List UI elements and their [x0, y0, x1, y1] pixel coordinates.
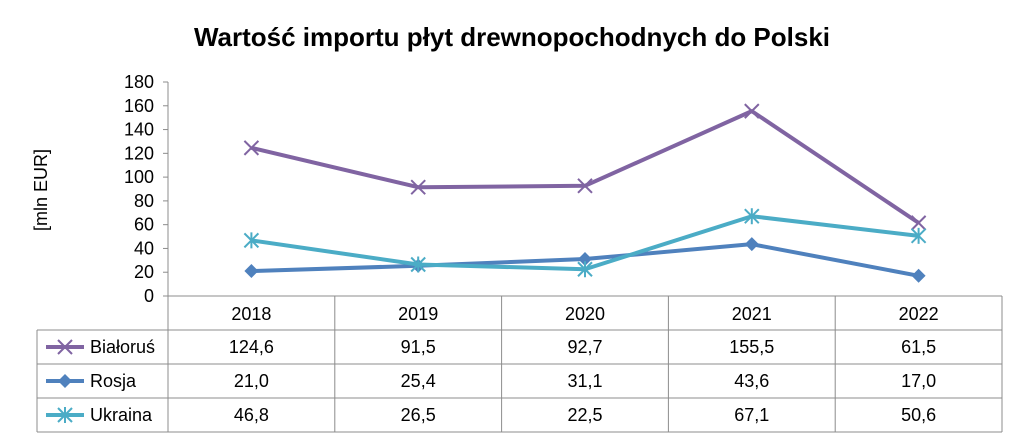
axes: 0 20 40 60 80 100 120 140 160 180 [124, 72, 169, 306]
data-label: 26,5 [401, 405, 436, 425]
series-Ukraina [243, 208, 927, 278]
series-Białoruś [243, 103, 927, 231]
data-table: 2018 2019 2020 2021 2022 Białoruś 124,6 91,5 92,… [36, 295, 1003, 433]
data-point [744, 103, 760, 119]
data-label: 43,6 [734, 371, 769, 391]
legend-label: Ukraina [90, 405, 153, 425]
series-layer [243, 103, 927, 283]
data-point [243, 232, 260, 249]
data-point [910, 215, 927, 231]
marker-shape [58, 374, 72, 388]
data-point [577, 261, 593, 278]
data-label: 22,5 [567, 405, 602, 425]
data-point [744, 208, 760, 225]
y-tick-label: 0 [144, 286, 154, 306]
data-label: 91,5 [401, 337, 436, 357]
x-tick-label: 2022 [899, 304, 939, 324]
y-axis-label: [mln EUR] [31, 149, 51, 231]
data-point [577, 178, 593, 194]
data-label: 67,1 [734, 405, 769, 425]
legend-key [46, 374, 84, 388]
y-tick-label: 180 [124, 72, 154, 92]
data-point [243, 140, 260, 156]
x-tick-label: 2021 [732, 304, 772, 324]
legend-key [46, 407, 84, 423]
x-tick-label: 2020 [565, 304, 605, 324]
data-point [911, 268, 926, 283]
data-label: 61,5 [901, 337, 936, 357]
y-tick-label: 40 [134, 238, 154, 258]
marker-shape [244, 264, 259, 279]
y-tick-label: 80 [134, 191, 154, 211]
legend-key [46, 339, 84, 355]
legend-label: Białoruś [90, 337, 155, 357]
marker-stroke [57, 339, 73, 355]
marker-stroke [410, 179, 426, 195]
marker-stroke [577, 178, 593, 194]
data-label: 50,6 [901, 405, 936, 425]
data-label: 31,1 [567, 371, 602, 391]
y-tick-label: 120 [124, 143, 154, 163]
marker-stroke [744, 103, 760, 119]
data-point [744, 237, 759, 252]
data-label: 92,7 [567, 337, 602, 357]
series-line [250, 109, 920, 225]
data-point [244, 264, 259, 279]
marker-stroke [910, 215, 927, 231]
data-label: 46,8 [234, 405, 269, 425]
marker-shape [744, 237, 759, 252]
legend-marker [57, 407, 73, 423]
data-point [410, 179, 426, 195]
data-label: 17,0 [901, 371, 936, 391]
data-point [910, 227, 927, 244]
legend-label: Rosja [90, 371, 137, 391]
y-tick-label: 100 [124, 167, 154, 187]
x-tick-label: 2019 [398, 304, 438, 324]
legend-marker [58, 374, 72, 388]
y-tick-label: 160 [124, 96, 154, 116]
marker-shape [911, 268, 926, 283]
chart-title: Wartość importu płyt drewnopochodnych do… [194, 22, 830, 52]
data-label: 155,5 [729, 337, 774, 357]
data-label: 25,4 [401, 371, 436, 391]
marker-shape [578, 252, 592, 267]
data-point [410, 256, 426, 273]
y-tick-label: 60 [134, 215, 154, 235]
y-tick-label: 20 [134, 262, 154, 282]
data-label: 124,6 [229, 337, 274, 357]
y-tick-label: 140 [124, 120, 154, 140]
data-label: 21,0 [234, 371, 269, 391]
marker-stroke [243, 140, 260, 156]
data-point [578, 252, 592, 267]
x-tick-label: 2018 [231, 304, 271, 324]
legend-marker [57, 339, 73, 355]
